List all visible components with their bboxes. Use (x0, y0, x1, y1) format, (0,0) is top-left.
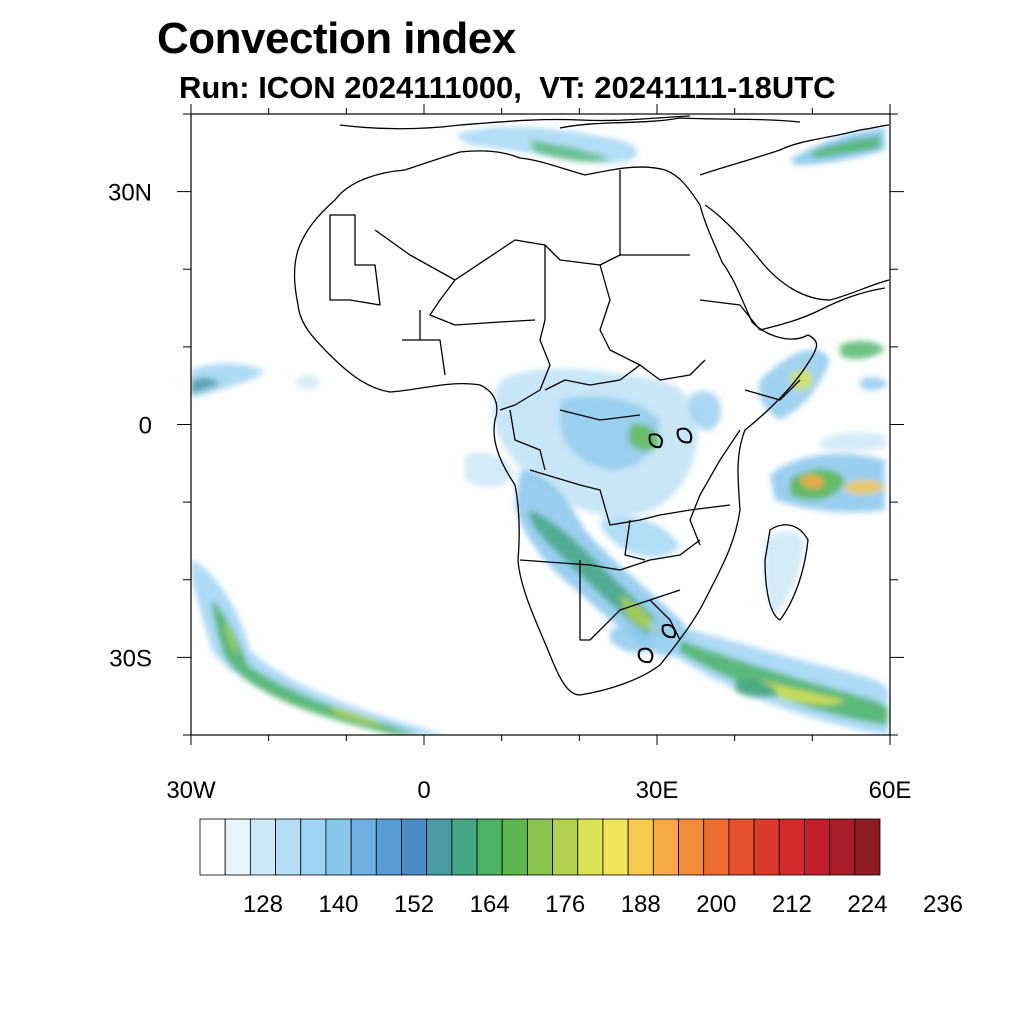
colorbar-swatch (854, 818, 881, 876)
colorbar-swatch (703, 818, 730, 876)
lon-tick-label: 0 (417, 777, 430, 804)
lon-tick-label: 60E (869, 777, 912, 804)
colorbar-swatch (829, 818, 856, 876)
colorbar-swatch (300, 818, 327, 876)
lat-ticks: 30N 0 30S (108, 113, 904, 736)
lon-ticks: 30W 0 30E 60E (166, 104, 911, 804)
lon-tick-label: 30E (636, 777, 679, 804)
lat-tick-label: 0 (139, 413, 152, 440)
lat-tick-label: 30N (108, 180, 152, 207)
colorbar-swatch (552, 818, 579, 876)
colorbar-swatch (652, 818, 679, 876)
colorbar-swatch (728, 818, 755, 876)
map-title: Convection index (157, 14, 516, 63)
colorbar-swatch (577, 818, 604, 876)
colorbar-swatch (426, 818, 453, 876)
colorbar-swatch (451, 818, 478, 876)
colorbar: 128 140 152 164 176 188 200 212 224 236 (199, 818, 963, 918)
colorbar-label: 224 (847, 891, 887, 918)
colorbar-swatch (275, 818, 302, 876)
colorbar-swatch (753, 818, 780, 876)
colorbar-label: 236 (923, 891, 963, 918)
colorbar-swatch (804, 818, 831, 876)
colorbar-label: 188 (621, 891, 661, 918)
colorbar-swatch (224, 818, 251, 876)
colorbar-swatch (199, 818, 226, 876)
colorbar-swatch (678, 818, 705, 876)
map-subtitle: Run: ICON 2024111000, VT: 20241111-18UTC (179, 70, 836, 105)
lon-tick-label: 30W (166, 777, 216, 804)
colorbar-swatch (501, 818, 528, 876)
colorbar-swatch (401, 818, 428, 876)
colorbar-swatch (778, 818, 805, 876)
colorbar-label: 128 (243, 891, 283, 918)
colorbar-label: 176 (545, 891, 585, 918)
colorbar-swatch (350, 818, 377, 876)
convection-field (191, 126, 888, 735)
colorbar-label: 140 (318, 891, 358, 918)
map-frame: 30W 0 30E 60E 30N 0 30S (108, 104, 911, 804)
lat-tick-label: 30S (109, 645, 152, 672)
colorbar-label: 152 (394, 891, 434, 918)
colorbar-swatch (249, 818, 276, 876)
colorbar-label: 212 (772, 891, 812, 918)
colorbar-swatch (375, 818, 402, 876)
colorbar-swatch (325, 818, 352, 876)
colorbar-label: 200 (696, 891, 736, 918)
colorbar-swatch (602, 818, 629, 876)
colorbar-swatch (476, 818, 503, 876)
coastlines (293, 115, 890, 696)
colorbar-label: 164 (470, 891, 510, 918)
colorbar-swatch (627, 818, 654, 876)
colorbar-swatch (527, 818, 553, 876)
